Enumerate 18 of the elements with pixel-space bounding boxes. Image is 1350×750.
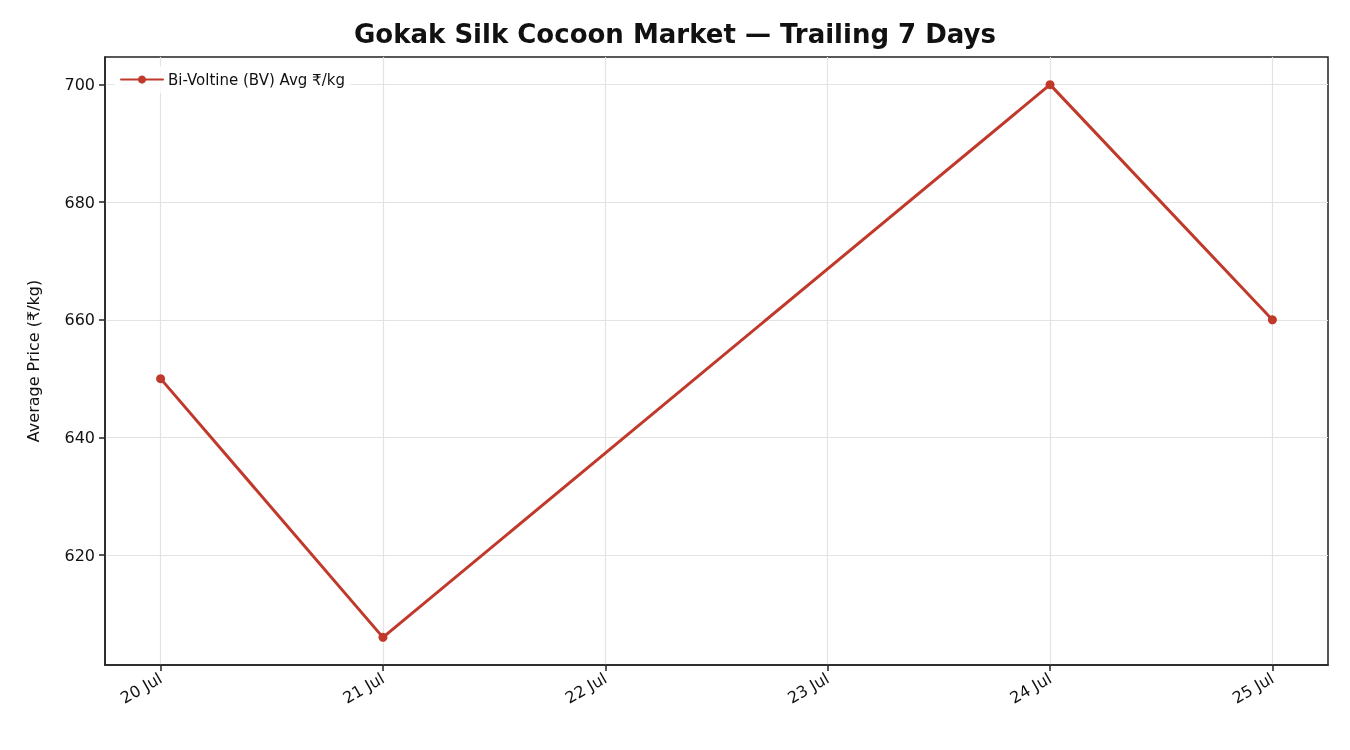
legend-label: Bi-Voltine (BV) Avg ₹/kg	[168, 70, 345, 89]
y-tick-label: 640	[64, 427, 95, 447]
x-tick-label: 22 Jul	[561, 668, 611, 708]
point	[156, 374, 166, 384]
x-tick-label: 24 Jul	[1006, 668, 1055, 708]
x-tick-label: 23 Jul	[784, 668, 833, 708]
point	[1267, 315, 1277, 325]
point	[1045, 80, 1055, 90]
x-tick-label: 20 Jul	[117, 668, 166, 708]
x-tick-label: 25 Jul	[1228, 668, 1278, 708]
y-tick-label: 700	[64, 75, 95, 95]
y-tick-label: 660	[64, 310, 95, 330]
y-axis-title: Average Price (₹/kg)	[23, 279, 43, 443]
chart-title: Gokak Silk Cocoon Market — Trailing 7 Days	[354, 19, 996, 49]
point	[378, 632, 388, 642]
x-tick-label: 21 Jul	[339, 668, 388, 708]
y-tick-label: 620	[64, 545, 95, 565]
y-tick-label: 680	[64, 192, 95, 212]
